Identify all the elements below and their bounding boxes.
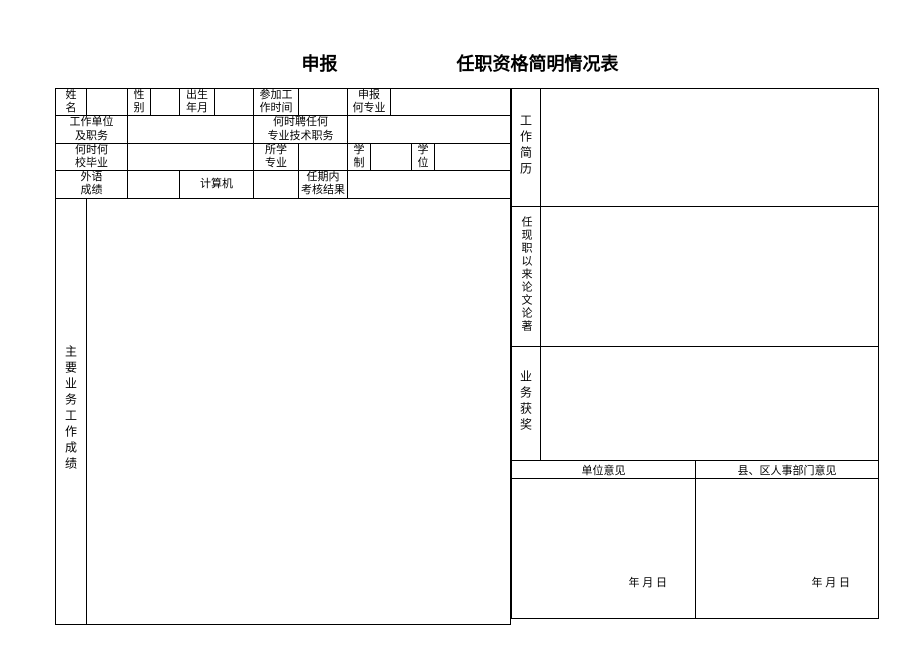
page: 申报 任职资格简明情况表 姓 名 性 别 出生 年月 参加工 作时间 xyxy=(0,0,920,651)
value-term-assess xyxy=(348,171,511,198)
right-block: 工作简历 任现职以来论文论著 业务获奖 xyxy=(511,88,879,619)
value-computer xyxy=(254,171,299,198)
value-thesis xyxy=(541,207,879,347)
label-schooling: 学 制 xyxy=(348,144,371,170)
value-work-history xyxy=(541,89,879,207)
label-foreign-lang: 外语 成绩 xyxy=(56,171,128,198)
value-main-achievements xyxy=(87,198,511,624)
form-table: 姓 名 性 别 出生 年月 参加工 作时间 申报 何专业 工作单位 及职务 xyxy=(55,88,879,625)
title-right: 任职资格简明情况表 xyxy=(457,54,619,74)
label-main-achievements: 主要业务工作成绩 xyxy=(56,198,87,624)
label-computer: 计算机 xyxy=(180,171,254,198)
label-joinwork: 参加工 作时间 xyxy=(254,89,299,116)
value-grad-school xyxy=(128,143,254,170)
value-foreign-lang xyxy=(128,171,180,198)
label-name: 姓 名 xyxy=(56,89,87,116)
label-declare-major: 申报 何专业 xyxy=(348,89,391,116)
label-workunit-duty: 工作单位 及职务 xyxy=(56,116,128,143)
value-joinwork xyxy=(299,89,348,116)
unit-opinion-date: 年 月 日 xyxy=(629,574,668,590)
form-title: 申报 任职资格简明情况表 xyxy=(0,50,920,76)
label-term-assess: 任期内 考核结果 xyxy=(299,171,348,198)
label-work-history: 工作简历 xyxy=(512,89,541,207)
label-when-hired: 何时聘任何 专业技术职务 xyxy=(254,116,348,143)
value-unit-opinion: 年 月 日 xyxy=(512,479,696,619)
value-declare-major xyxy=(391,89,511,116)
value-workunit-duty xyxy=(128,116,254,143)
value-major xyxy=(299,143,348,170)
label-degree: 学 位 xyxy=(412,144,435,170)
value-gender xyxy=(151,89,180,116)
label-grad-school: 何时何 校毕业 xyxy=(56,143,128,170)
value-degree xyxy=(435,144,511,170)
label-major: 所学 专业 xyxy=(254,143,299,170)
title-left: 申报 xyxy=(302,54,338,74)
label-unit-opinion: 单位意见 xyxy=(512,461,696,479)
value-county-opinion: 年 月 日 xyxy=(696,479,879,619)
value-awards xyxy=(541,347,879,461)
left-block: 姓 名 性 别 出生 年月 参加工 作时间 申报 何专业 工作单位 及职务 xyxy=(55,88,511,625)
label-county-opinion: 县、区人事部门意见 xyxy=(696,461,879,479)
value-name xyxy=(87,89,128,116)
value-when-hired xyxy=(348,116,511,143)
label-awards: 业务获奖 xyxy=(512,347,541,461)
value-birth xyxy=(215,89,254,116)
label-birth: 出生 年月 xyxy=(180,89,215,116)
value-schooling xyxy=(371,144,412,170)
label-thesis: 任现职以来论文论著 xyxy=(512,207,541,347)
label-gender: 性 别 xyxy=(128,89,151,116)
county-opinion-date: 年 月 日 xyxy=(812,574,851,590)
